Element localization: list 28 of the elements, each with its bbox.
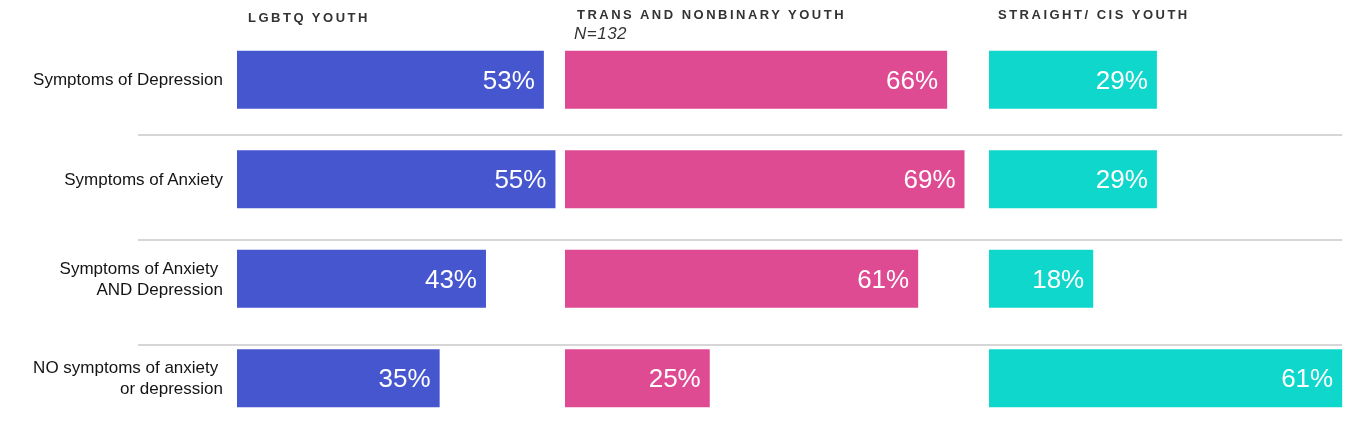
chart-subtitle: N=132 bbox=[574, 24, 628, 44]
data-label: 25% bbox=[648, 363, 701, 394]
data-label: 29% bbox=[1095, 164, 1148, 195]
y-tick-label: Symptoms of Anxiety AND Depression bbox=[59, 258, 223, 299]
data-label: 43% bbox=[424, 263, 477, 294]
bar bbox=[237, 349, 440, 408]
data-label: 69% bbox=[903, 164, 956, 195]
data-label: 61% bbox=[857, 263, 910, 294]
data-label: 66% bbox=[886, 64, 939, 95]
y-tick-label: Symptoms of Depression bbox=[33, 70, 223, 90]
bar bbox=[237, 50, 544, 109]
data-label: 55% bbox=[494, 164, 547, 195]
data-label: 53% bbox=[482, 64, 535, 95]
data-label: 29% bbox=[1095, 64, 1148, 95]
bar bbox=[237, 150, 556, 209]
data-label: 35% bbox=[378, 363, 431, 394]
bar bbox=[237, 249, 486, 308]
data-label: 61% bbox=[1281, 363, 1334, 394]
y-tick-label: Symptoms of Anxiety bbox=[64, 169, 224, 189]
y-tick-label: NO symptoms of anxiety or depression bbox=[33, 358, 223, 399]
data-label: 18% bbox=[1032, 263, 1085, 294]
bar bbox=[565, 150, 965, 209]
bar bbox=[565, 249, 919, 308]
bar bbox=[565, 50, 948, 109]
chart-title: TRANS AND NONBINARY YOUTH bbox=[577, 7, 847, 22]
chart-title: LGBTQ YOUTH bbox=[248, 10, 370, 25]
chart-title: STRAIGHT/ CIS YOUTH bbox=[998, 7, 1190, 22]
bar bbox=[565, 349, 710, 408]
